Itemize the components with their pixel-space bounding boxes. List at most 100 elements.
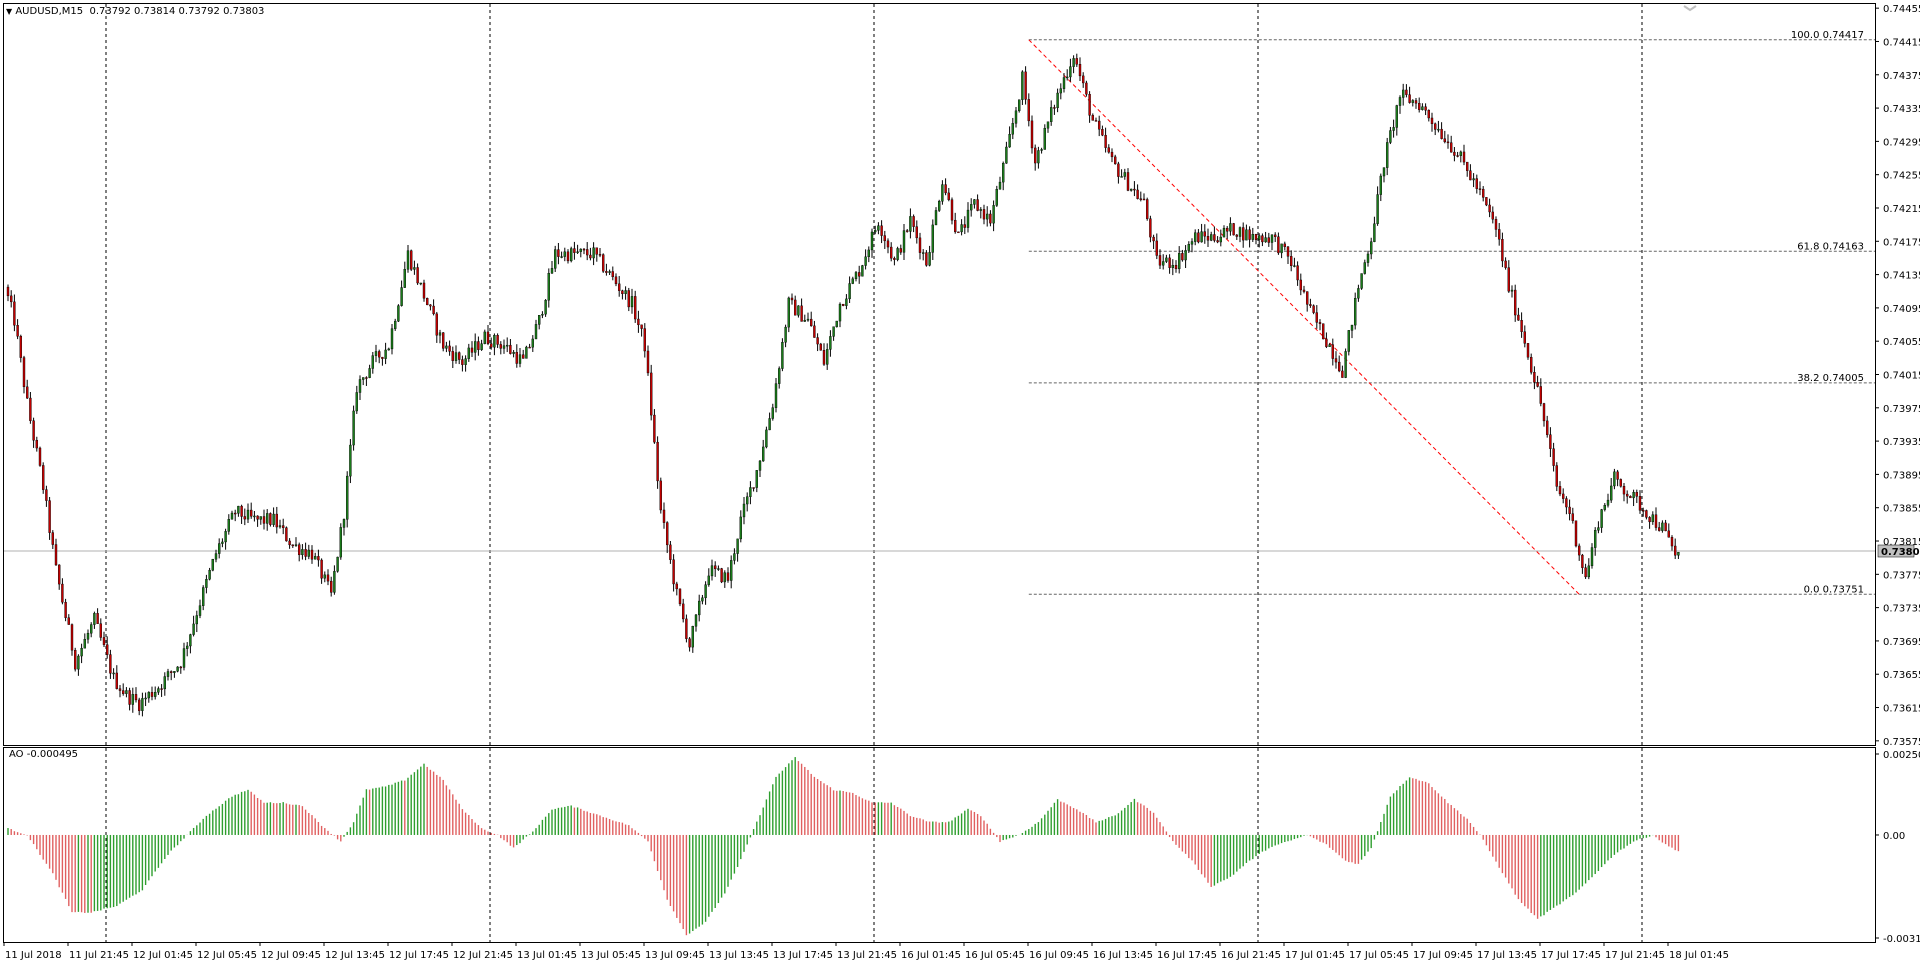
ao-tick-label: 0.00 [1883,831,1905,842]
price-tick-label: 0.74415 [1883,37,1920,48]
candle-body [198,605,202,616]
candle-body [563,251,566,257]
candle-body [464,358,467,365]
candle-body [333,571,336,593]
candle-body [675,583,678,590]
candle-body [637,318,640,326]
time-tick-label: 17 Jul 13:45 [1477,950,1537,961]
candle-body [1027,99,1031,122]
candle-body [746,496,749,505]
candle-body [1213,234,1216,241]
candle-body [643,328,646,352]
candle-body [189,634,192,647]
candle-body [419,282,422,285]
candle-body [1517,314,1520,321]
time-tick-label: 13 Jul 09:45 [645,950,705,961]
candle-body [432,305,435,315]
candle-body [86,632,90,640]
candle-body [1408,94,1411,103]
candle-body [832,326,835,337]
candle-body [1574,520,1578,547]
candle-body [950,199,954,221]
candle-body [1334,358,1338,363]
candle-body [512,351,515,354]
candle-body [1369,241,1373,255]
candle-body [1485,197,1488,206]
candle-body [1021,71,1024,100]
triangle-down-icon[interactable]: ▼ [6,7,13,16]
candle-body [374,351,378,356]
candle-body [230,512,234,520]
candle-body [1593,530,1597,548]
candle-body [995,189,998,206]
candle-body [410,250,413,270]
candle-body [192,623,195,635]
candle-body [1270,234,1274,243]
candle-body [579,248,582,252]
candle-body [1353,298,1357,326]
candle-body [890,246,893,259]
candle-body [870,231,874,251]
candle-body [576,251,579,253]
candle-body [762,446,765,462]
price-tick-label: 0.73775 [1883,570,1920,581]
candle-body [317,556,320,561]
candle-body [554,249,557,269]
candle-body [1382,167,1386,177]
candle-body [646,350,650,374]
candle-body [336,556,339,572]
candle-body [1581,554,1584,568]
candle-body [1373,223,1376,242]
candle-body [912,216,915,227]
candle-body [1177,253,1181,270]
candle-body [1571,513,1575,521]
candle-body [867,249,870,258]
candle-body [1597,527,1600,531]
candle-body [877,225,880,231]
time-tick-label: 13 Jul 13:45 [709,950,769,961]
candle-body [659,480,662,511]
candle-body [451,351,454,361]
candle-body [458,352,461,360]
time-tick-label: 16 Jul 13:45 [1093,950,1153,961]
candle-body [285,527,288,542]
candle-body [221,541,224,544]
candle-body [1181,253,1184,261]
candle-body [272,513,275,525]
candle-body [557,249,560,257]
candle-body [682,603,685,620]
candle-body [426,298,429,306]
candle-body [1651,514,1655,523]
candle-body [899,248,902,253]
candle-body [227,519,231,532]
candle-body [1248,229,1251,240]
candle-body [1565,498,1568,508]
candle-body [598,254,602,256]
price-tick-label: 0.74175 [1883,237,1920,248]
candle-body [1645,510,1648,518]
candle-body [1443,138,1447,143]
fib-level-label: 0.0 0.73751 [1804,584,1864,595]
candle-body [1171,264,1175,268]
candle-body [611,271,614,278]
candle-body [1347,330,1351,352]
candle-body [1065,76,1069,79]
candle-body [1337,361,1341,372]
candle-body [1078,64,1082,77]
fibonacci-levels[interactable]: 100.0 0.74417 61.8 0.74163 38.2 0.74005 0.0… [1028,30,1875,596]
chevron-down-icon[interactable] [1683,5,1697,12]
candle-body [490,343,493,348]
candle-body [582,248,586,251]
candle-body [448,345,451,352]
candle-body [253,515,256,518]
candle-body [566,251,570,262]
candle-body [298,544,301,556]
candle-body [205,579,208,588]
candle-body [541,313,544,316]
candle-body [1120,176,1123,178]
candle-body [397,305,400,322]
candle-body [938,201,941,211]
candle-body [266,513,269,524]
candle-body [1190,241,1194,245]
